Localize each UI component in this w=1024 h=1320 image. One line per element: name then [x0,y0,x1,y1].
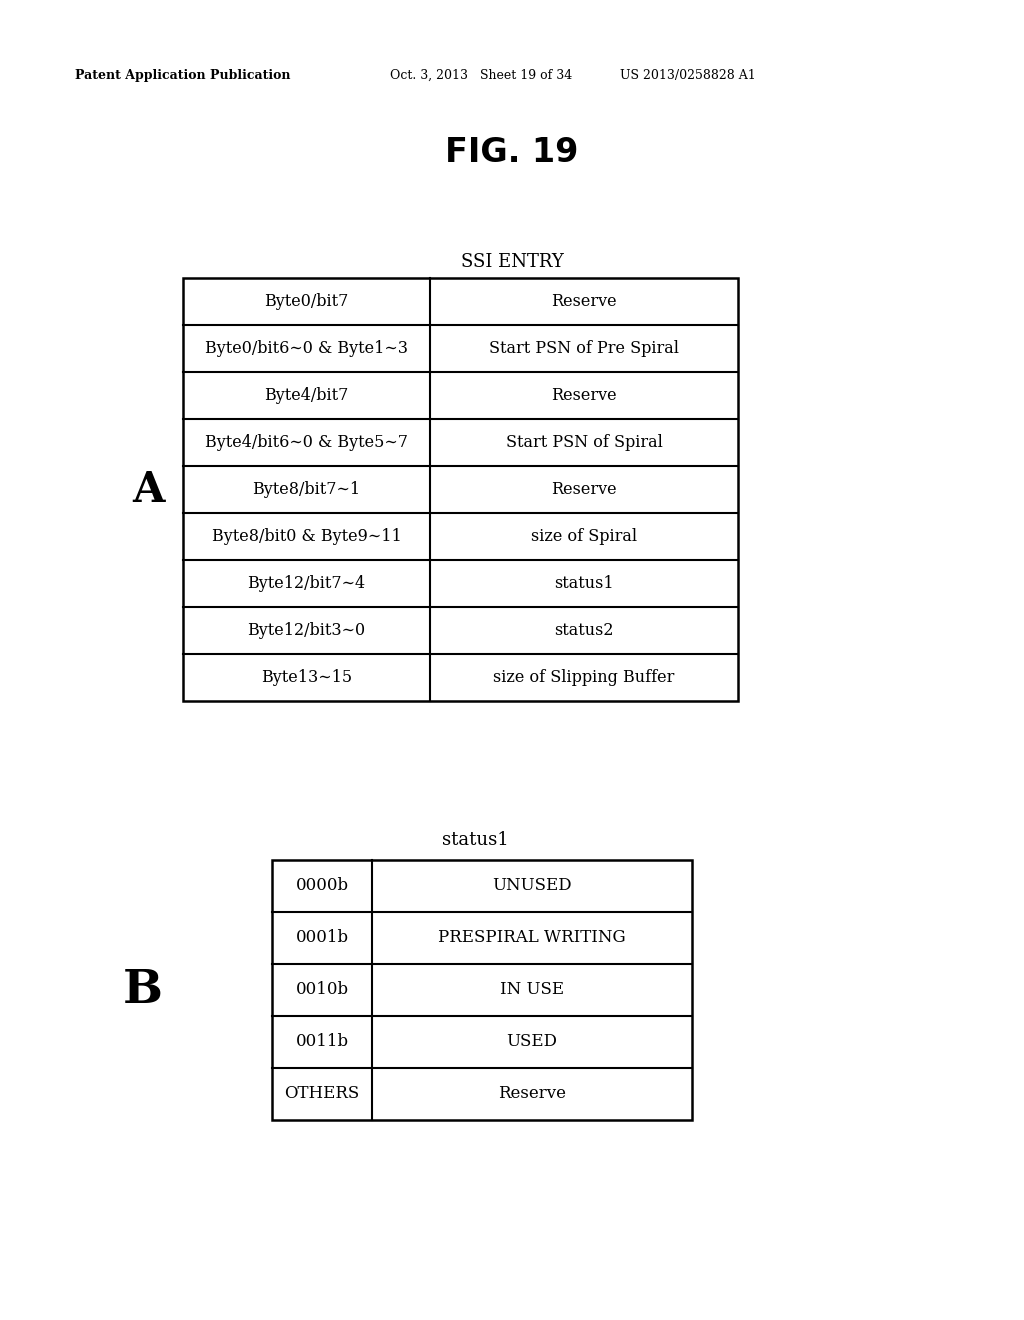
Text: Byte0/bit7: Byte0/bit7 [264,293,349,310]
Text: Byte4/bit6∼0 & Byte5∼7: Byte4/bit6∼0 & Byte5∼7 [205,434,408,451]
Text: Byte4/bit7: Byte4/bit7 [264,387,349,404]
Text: Reserve: Reserve [498,1085,566,1102]
Text: Start PSN of Spiral: Start PSN of Spiral [506,434,663,451]
Text: PRESPIRAL WRITING: PRESPIRAL WRITING [438,929,626,946]
Text: SSI ENTRY: SSI ENTRY [461,253,563,271]
Text: Patent Application Publication: Patent Application Publication [75,69,291,82]
Text: Oct. 3, 2013   Sheet 19 of 34: Oct. 3, 2013 Sheet 19 of 34 [390,69,572,82]
Text: US 2013/0258828 A1: US 2013/0258828 A1 [620,69,756,82]
Text: size of Spiral: size of Spiral [530,528,637,545]
Text: Reserve: Reserve [551,387,616,404]
Text: Byte12/bit7∼4: Byte12/bit7∼4 [248,576,366,591]
Text: Reserve: Reserve [551,480,616,498]
Text: USED: USED [507,1034,557,1051]
Text: FIG. 19: FIG. 19 [445,136,579,169]
Text: B: B [123,968,163,1012]
Text: status2: status2 [554,622,613,639]
Text: Start PSN of Pre Spiral: Start PSN of Pre Spiral [489,341,679,356]
Text: 0001b: 0001b [296,929,348,946]
Text: 0010b: 0010b [296,982,348,998]
Text: Byte8/bit7∼1: Byte8/bit7∼1 [253,480,360,498]
Text: A: A [132,469,164,511]
Text: status1: status1 [554,576,613,591]
Text: Reserve: Reserve [551,293,616,310]
Text: status1: status1 [441,832,508,849]
Text: size of Slipping Buffer: size of Slipping Buffer [494,669,675,686]
Text: 0000b: 0000b [296,878,348,895]
Text: Byte8/bit0 & Byte9∼11: Byte8/bit0 & Byte9∼11 [212,528,401,545]
Text: Byte0/bit6∼0 & Byte1∼3: Byte0/bit6∼0 & Byte1∼3 [205,341,408,356]
Bar [183,279,738,701]
Text: IN USE: IN USE [500,982,564,998]
Bar [272,861,692,1119]
Text: 0011b: 0011b [296,1034,348,1051]
Text: Byte12/bit3∼0: Byte12/bit3∼0 [248,622,366,639]
Text: Byte13∼15: Byte13∼15 [261,669,352,686]
Text: OTHERS: OTHERS [285,1085,359,1102]
Text: UNUSED: UNUSED [493,878,571,895]
